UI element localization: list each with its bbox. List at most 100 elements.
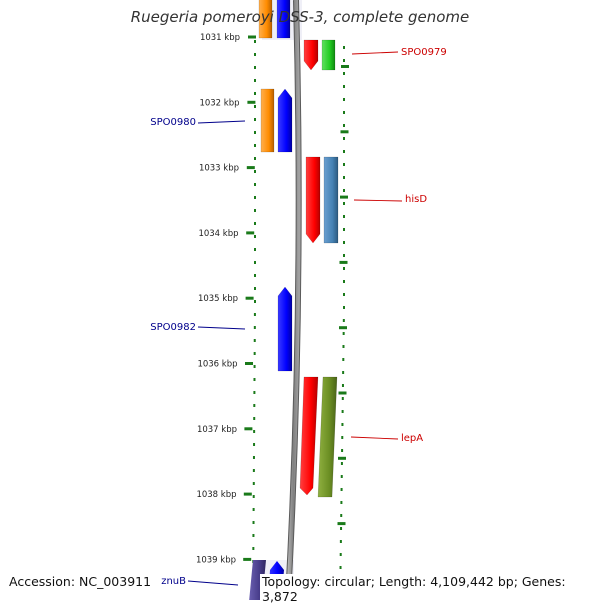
- track-dot: [254, 131, 256, 134]
- track-dot: [253, 326, 256, 329]
- track-dot: [254, 53, 256, 56]
- track-dot: [254, 105, 256, 108]
- gene-label-hisd: hisD: [405, 194, 427, 205]
- track-dot: [253, 430, 256, 433]
- tick-label: 1031 kbp: [200, 33, 240, 43]
- tick-mark-left: [246, 166, 255, 170]
- track-dot: [340, 514, 343, 517]
- track-dot: [253, 339, 256, 342]
- gene-spo0980-blue: [277, 88, 293, 153]
- tick-mark-right: [339, 260, 348, 264]
- track-dot: [343, 215, 345, 218]
- track-dot: [341, 397, 344, 400]
- track-dot: [340, 501, 343, 504]
- track-dot: [343, 72, 345, 75]
- gene-spo0980-orange: [260, 88, 275, 153]
- gene-leader-line: [197, 326, 246, 330]
- track-dot: [343, 241, 345, 244]
- tick-mark-right: [339, 326, 347, 330]
- track-dot: [342, 358, 345, 361]
- track-dot: [252, 547, 255, 550]
- track-dot: [253, 404, 256, 407]
- tick-label: 1039 kbp: [196, 555, 236, 565]
- gene-label-lines: [187, 51, 403, 586]
- genome-backbone-shade: [286, 0, 301, 601]
- track-dot: [341, 384, 344, 387]
- gene-label-spo0982: SPO0982: [150, 322, 196, 333]
- track-dot: [253, 378, 256, 381]
- tick-label: 1035 kbp: [198, 294, 238, 304]
- gene-label-lepa: lepA: [401, 433, 423, 444]
- track-dot: [254, 183, 256, 186]
- gene-leader-line: [353, 199, 403, 202]
- track-dot: [343, 46, 345, 49]
- track-dot: [254, 300, 256, 303]
- track-dot: [343, 137, 345, 140]
- tick-label: 1032 kbp: [199, 98, 239, 108]
- tick-label: 1034 kbp: [198, 229, 238, 239]
- gene-labels: SPO0979 SPO0980 hisD SPO0982 lepA znuB: [150, 47, 446, 587]
- dotted-tracks: [252, 40, 345, 602]
- tick-mark-right: [340, 195, 348, 199]
- track-dot: [254, 79, 256, 82]
- track-dot: [254, 92, 256, 95]
- tick-mark-left: [244, 427, 253, 431]
- track-dot: [341, 449, 344, 452]
- track-dot: [342, 345, 345, 348]
- track-dot: [343, 98, 345, 101]
- track-dot: [254, 144, 256, 147]
- track-dot: [341, 423, 344, 426]
- track-dot: [254, 248, 256, 251]
- track-dot: [254, 40, 256, 43]
- track-dot: [340, 475, 343, 478]
- track-dot: [253, 417, 256, 420]
- tick-labels: 1031 kbp 1032 kbp 1033 kbp 1034 kbp 1035 kbp…: [196, 33, 240, 565]
- track-dot: [340, 488, 343, 491]
- genome-title: Ruegeria pomeroyi DSS-3, complete genome: [130, 8, 470, 26]
- tick-label: 1036 kbp: [197, 360, 237, 370]
- track-dot: [254, 261, 256, 264]
- track-dot: [253, 443, 256, 446]
- track-dot: [342, 332, 345, 335]
- tick-mark-right: [337, 522, 346, 526]
- track-dot: [252, 495, 255, 498]
- gene-lepa-olive: [317, 376, 338, 498]
- gene-label-spo0979: SPO0979: [401, 47, 447, 58]
- track-dot: [254, 274, 256, 277]
- tick-marks: [243, 35, 349, 591]
- track-dot: [253, 365, 256, 368]
- track-dot: [254, 170, 256, 173]
- track-dot: [252, 456, 255, 459]
- track-dot: [254, 287, 256, 290]
- track-dot: [254, 222, 256, 225]
- track-dot: [343, 59, 345, 62]
- gene-leader-line: [350, 436, 399, 440]
- track-dot: [343, 176, 345, 179]
- track-dot: [343, 228, 345, 231]
- track-dot: [343, 124, 345, 127]
- track-dot: [343, 163, 345, 166]
- track-dot: [339, 566, 342, 569]
- track-dot: [254, 209, 256, 212]
- track-dot: [343, 150, 345, 153]
- track-dot: [252, 521, 255, 524]
- tick-mark-left: [246, 231, 255, 235]
- accession-text: Accession: NC_003911: [7, 574, 154, 589]
- track-dot: [343, 189, 345, 192]
- track-dot: [343, 202, 345, 205]
- tick-mark-left: [243, 492, 252, 496]
- gene-spo0979-green: [321, 39, 336, 71]
- track-dot: [252, 534, 255, 537]
- track-dot: [343, 111, 345, 114]
- tick-mark-right: [338, 456, 346, 460]
- track-dot: [253, 352, 256, 355]
- track-dot: [343, 254, 345, 257]
- gene-lepa-red: [299, 376, 319, 496]
- gene-leader-line: [187, 580, 239, 586]
- gene-spo0982-blue: [277, 286, 293, 372]
- tick-mark-left: [248, 35, 256, 39]
- gene-label-spo0980: SPO0980: [150, 117, 196, 128]
- tick-label: 1033 kbp: [199, 164, 239, 174]
